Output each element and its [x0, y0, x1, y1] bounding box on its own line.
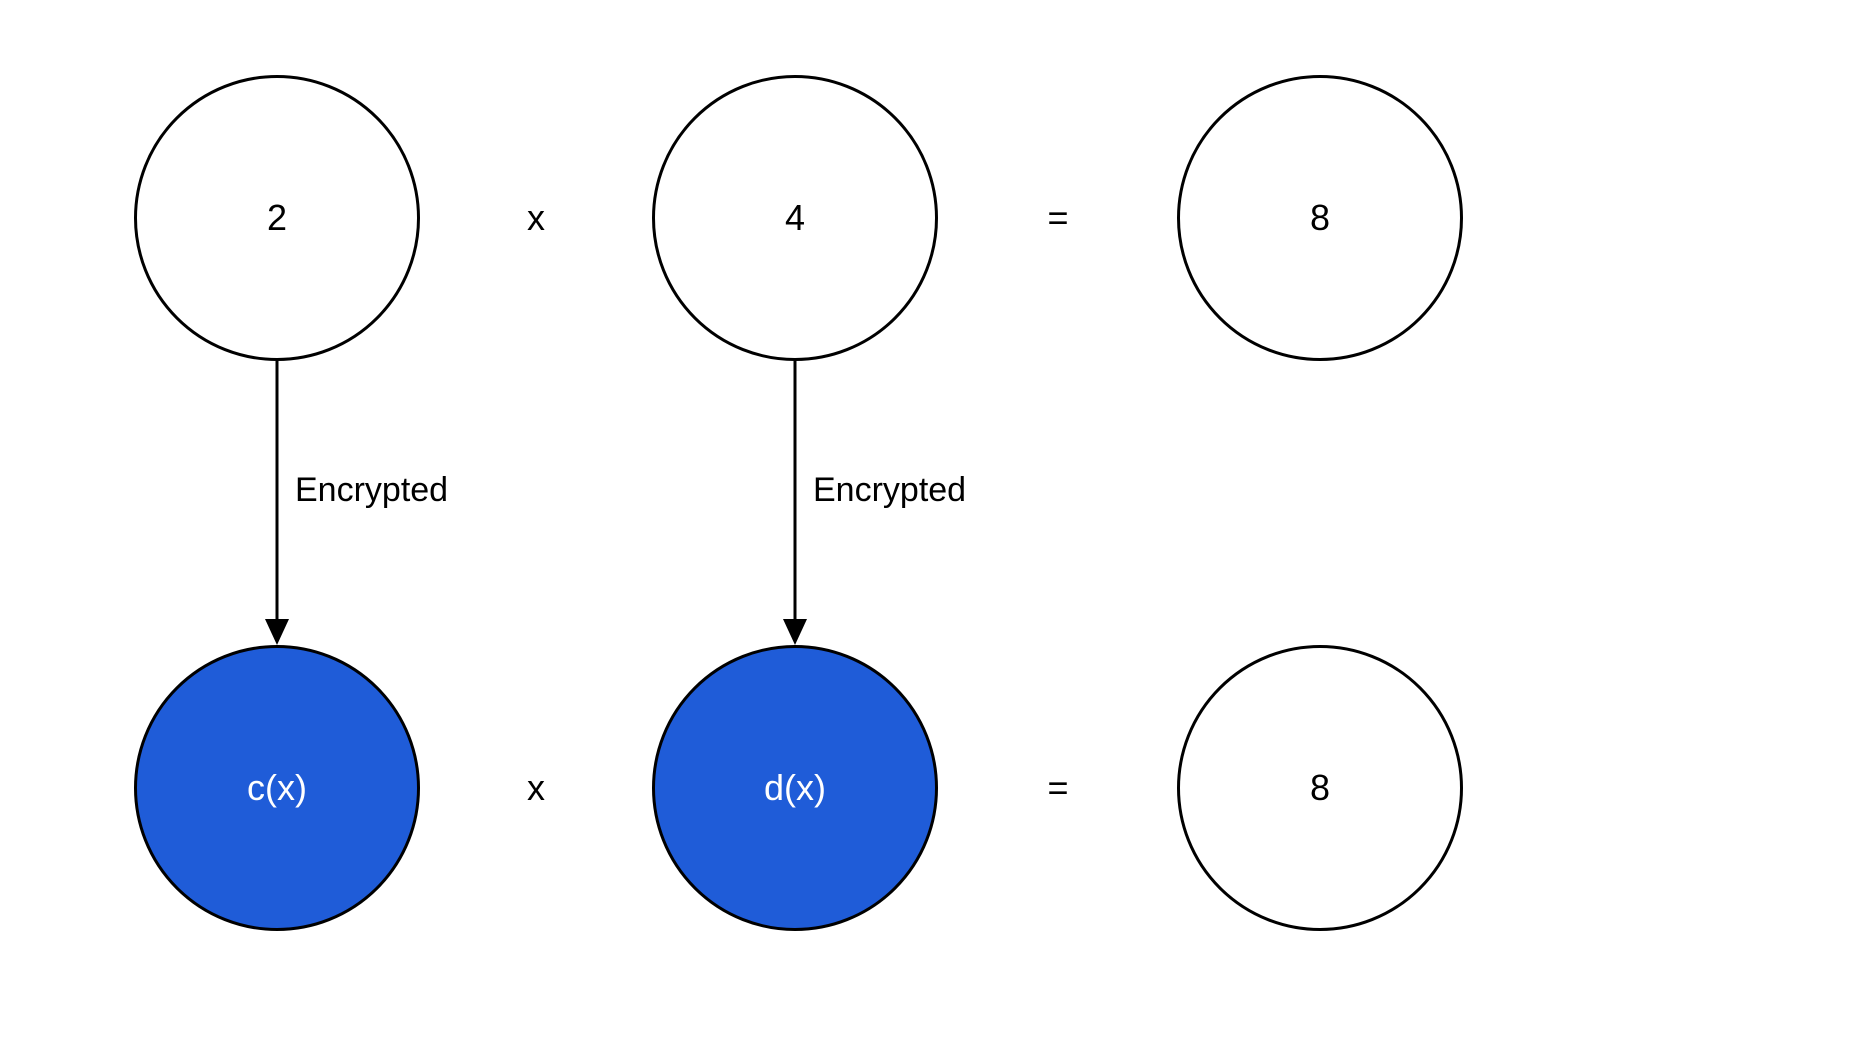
arrow-right — [783, 361, 807, 645]
node-bot-mid-label: d(x) — [764, 770, 826, 806]
arrow-left-label: Encrypted — [295, 473, 448, 507]
node-top-left-label: 2 — [267, 200, 287, 236]
node-top-left: 2 — [134, 75, 420, 361]
arrow-left — [265, 361, 289, 645]
node-top-mid-label: 4 — [785, 200, 805, 236]
node-bot-right: 8 — [1177, 645, 1463, 931]
operator-top-mul: x — [527, 200, 545, 236]
arrow-right-label: Encrypted — [813, 473, 966, 507]
operator-bot-mul: x — [527, 770, 545, 806]
node-bot-right-label: 8 — [1310, 770, 1330, 806]
node-bot-left: c(x) — [134, 645, 420, 931]
operator-top-eq: = — [1047, 200, 1068, 236]
arrow-right-head — [783, 619, 807, 645]
node-bot-mid: d(x) — [652, 645, 938, 931]
arrow-left-head — [265, 619, 289, 645]
operator-bot-eq: = — [1047, 770, 1068, 806]
node-bot-left-label: c(x) — [247, 770, 307, 806]
node-top-mid: 4 — [652, 75, 938, 361]
node-top-right-label: 8 — [1310, 200, 1330, 236]
node-top-right: 8 — [1177, 75, 1463, 361]
diagram-canvas: 2 4 8 c(x) d(x) 8 x = x = Encrypted Encr… — [0, 0, 1850, 1062]
